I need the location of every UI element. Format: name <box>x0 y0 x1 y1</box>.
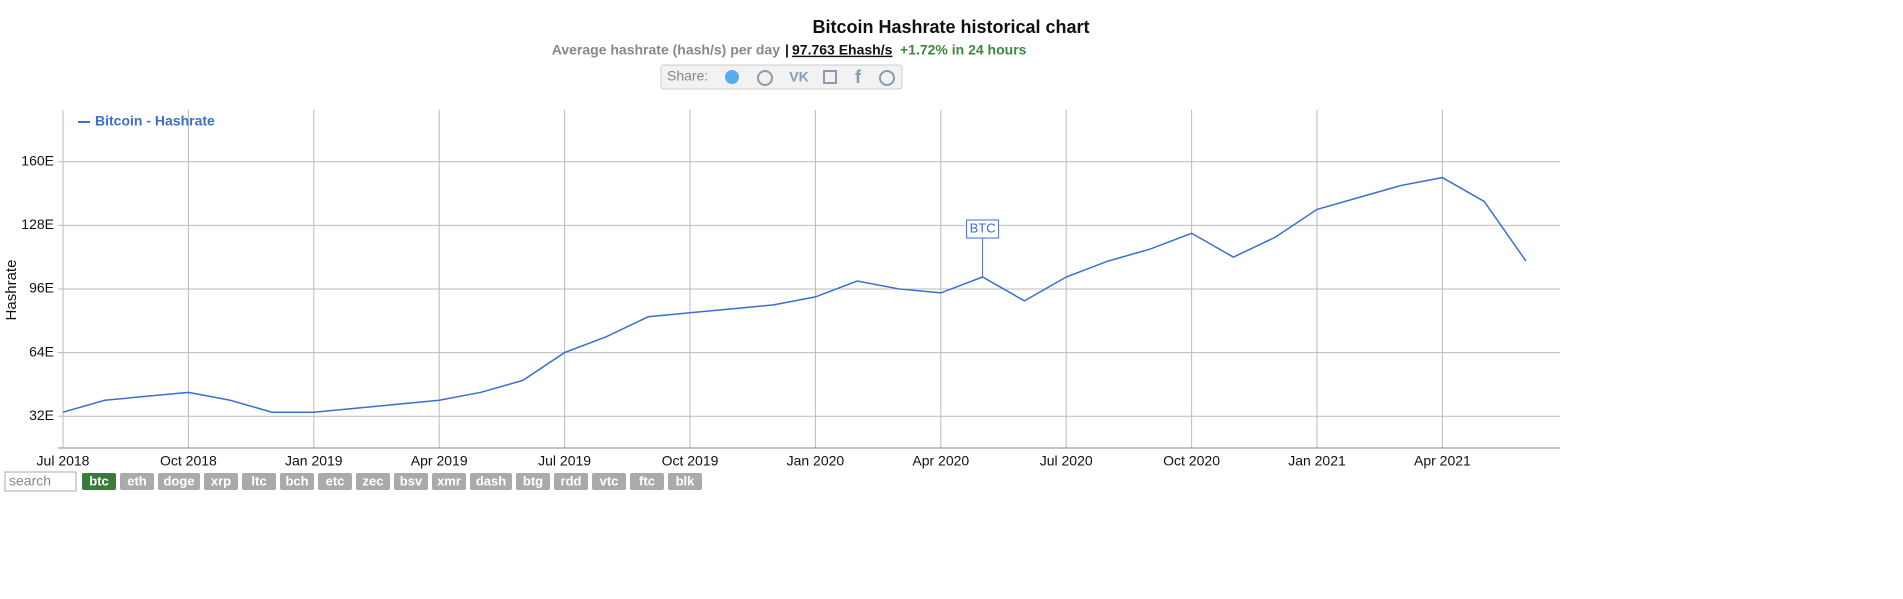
share-icons: VK f <box>725 67 895 87</box>
weibo[interactable] <box>879 70 895 86</box>
y-tick-label: 64E <box>29 343 54 359</box>
coin-label: btc <box>89 473 109 488</box>
change: +1.72% in 24 hours <box>900 42 1027 58</box>
reddit[interactable] <box>757 70 773 86</box>
like[interactable] <box>823 70 837 84</box>
x-tick-label: Jul 2019 <box>538 453 591 469</box>
x-tick-label: Jul 2018 <box>37 453 90 469</box>
coin-label: doge <box>163 473 194 488</box>
coin-tab[interactable] <box>280 473 314 490</box>
facebook[interactable]: f <box>855 67 862 87</box>
coin-label: bsv <box>400 473 423 488</box>
coin-tab[interactable] <box>630 473 664 490</box>
coin-tab[interactable] <box>158 473 200 490</box>
y-tick-label: 128E <box>21 216 54 232</box>
coin-tab[interactable] <box>204 473 238 490</box>
coin-label: eth <box>127 473 147 488</box>
x-tick-label: Jan 2020 <box>787 453 845 469</box>
coin-label: ltc <box>251 473 266 488</box>
coin-label: ftc <box>639 473 655 488</box>
search-box[interactable] <box>4 471 77 492</box>
coin-label: zec <box>363 473 384 488</box>
legend-label: Bitcoin - Hashrate <box>95 113 215 129</box>
y-tick-label: 96E <box>29 280 54 296</box>
coin-tab[interactable] <box>668 473 702 490</box>
coin-tab[interactable] <box>470 473 512 490</box>
coin-tab[interactable] <box>120 473 154 490</box>
coin-tab[interactable] <box>394 473 428 490</box>
share-label: Share: <box>667 68 708 84</box>
x-tick-label: Apr 2020 <box>912 453 969 469</box>
flag <box>966 219 1000 239</box>
coin-tab[interactable] <box>356 473 390 490</box>
vk[interactable]: VK <box>789 69 808 85</box>
search-placeholder: search <box>9 473 51 489</box>
y-tick-label: 32E <box>29 407 54 423</box>
x-tick-label: Jul 2020 <box>1040 453 1093 469</box>
line <box>62 176 1527 413</box>
twitter[interactable] <box>725 70 739 84</box>
x-tick-label: Jan 2019 <box>285 453 343 469</box>
coin-label: xrp <box>211 473 231 488</box>
coin-tab[interactable] <box>318 473 352 490</box>
current-value: 97.763 Ehash/s <box>792 42 893 58</box>
coin-label: etc <box>326 473 345 488</box>
coin-label: rdd <box>561 473 582 488</box>
coin-label: vtc <box>600 473 619 488</box>
coin-tab[interactable] <box>592 473 626 490</box>
separator: | <box>785 42 789 58</box>
coin-label: dash <box>476 473 506 488</box>
coin-tab[interactable] <box>516 473 550 490</box>
x-tick-label: Apr 2021 <box>1414 453 1471 469</box>
coin-label: bch <box>285 473 308 488</box>
x-tick-label: Apr 2019 <box>411 453 468 469</box>
title: Bitcoin Hashrate historical chart <box>812 17 1089 37</box>
share-bar <box>660 64 903 90</box>
coin-tab[interactable] <box>82 473 116 490</box>
coin-tab[interactable] <box>242 473 276 490</box>
coin-tab[interactable] <box>432 473 466 490</box>
y-tick-label: 160E <box>21 152 54 168</box>
coin-label: btg <box>523 473 543 488</box>
x-tick-label: Oct 2019 <box>662 453 719 469</box>
subtitle: Average hashrate (hash/s) per day <box>552 42 780 58</box>
coin-tab[interactable] <box>554 473 588 490</box>
x-tick-label: Jan 2021 <box>1288 453 1346 469</box>
coin-label: xmr <box>437 473 461 488</box>
x-tick-label: Oct 2020 <box>1163 453 1220 469</box>
flag-label: BTC <box>970 220 996 235</box>
y-axis-label: Hashrate <box>3 260 20 321</box>
coin-label: blk <box>676 473 696 488</box>
x-tick-label: Oct 2018 <box>160 453 217 469</box>
